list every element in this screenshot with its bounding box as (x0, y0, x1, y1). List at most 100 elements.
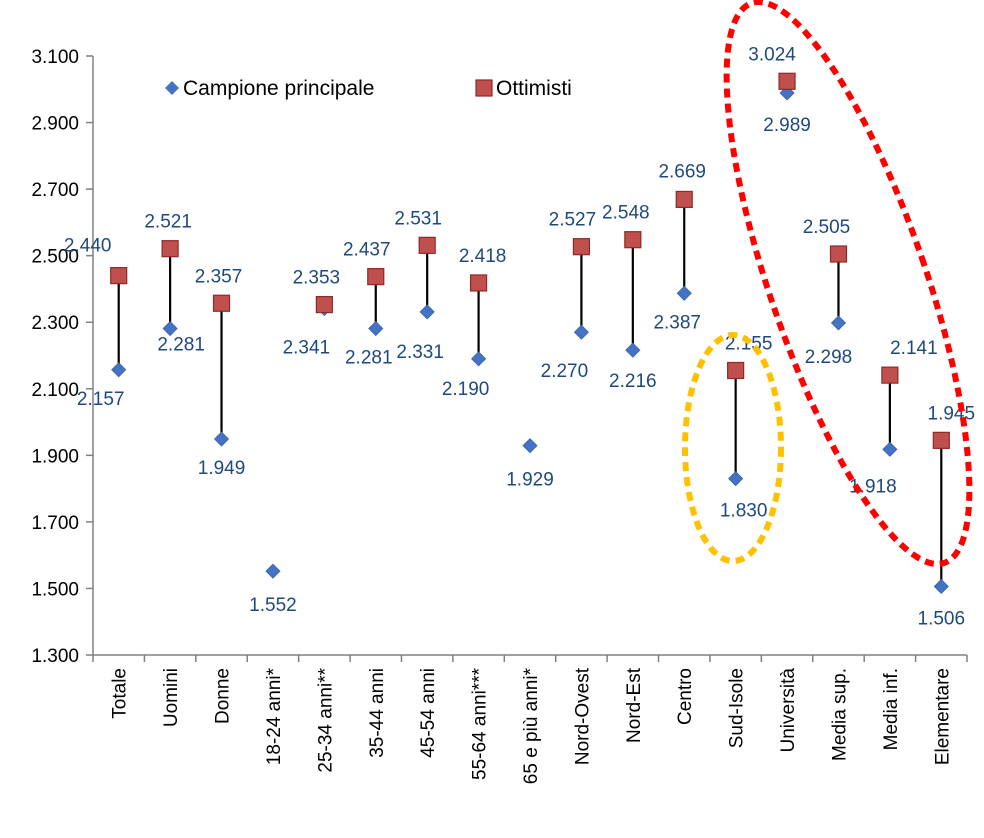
label-ottimisti-centro: 2.669 (658, 161, 706, 182)
point-campione-sud-isole (728, 471, 744, 487)
label-ottimisti-totale: 2.440 (64, 236, 112, 257)
x-axis-ticks: Totale Uomini Donne 18-24 anni* 25-34 anni**… (92, 655, 968, 784)
label-campione-centro: 2.387 (653, 312, 701, 333)
point-campione-totale (111, 362, 127, 378)
x-tick-label-elementare: Elementare (932, 668, 953, 765)
label-ottimisti-uomini: 2.521 (144, 212, 192, 233)
point-ottimisti-nord-est (624, 231, 642, 249)
point-campione-centro (676, 285, 692, 301)
legend-label-ottimisti: Ottimisti (496, 77, 572, 100)
point-campione-18-24-anni (265, 563, 281, 579)
label-ottimisti-25-34-anni: 2.353 (293, 268, 341, 289)
x-tick-label-65-e-pi-anni: 65 e più anni* (521, 667, 542, 784)
label-ottimisti-45-54-anni: 2.531 (394, 208, 442, 229)
connector-lines (117, 81, 943, 587)
x-tick-label-universit: Università (778, 668, 799, 753)
legend-marker-ottimisti (475, 79, 493, 97)
x-tick-label-25-34-anni: 25-34 anni** (315, 667, 336, 772)
label-campione-18-24-anni: 1.552 (249, 595, 297, 616)
label-ottimisti-media-inf: 2.141 (890, 338, 938, 359)
label-campione-universit: 2.989 (763, 115, 811, 136)
x-tick-label-nord-est: Nord-Est (624, 667, 645, 743)
point-ottimisti-elementare (932, 431, 950, 449)
y-tick-label: 2.300 (31, 313, 79, 334)
point-ottimisti-media-sup (829, 245, 848, 263)
y-tick-label: 2.900 (31, 114, 79, 135)
label-campione-donne: 1.949 (198, 458, 246, 479)
label-ottimisti-nord-est: 2.548 (602, 203, 650, 224)
label-ottimisti-media-sup: 2.505 (803, 217, 851, 238)
highlight-ellipse-red (723, 0, 973, 568)
label-campione-25-34-anni: 2.341 (283, 338, 331, 359)
legend-label-campione: Campione principale (183, 77, 374, 100)
x-tick-label-45-54-anni: 45-54 anni (418, 668, 439, 758)
point-campione-55-64-anni (471, 351, 487, 367)
x-tick-label-nord-ovest: Nord-Ovest (572, 667, 593, 765)
label-ottimisti-universit: 3.024 (748, 44, 796, 65)
x-tick-label-totale: Totale (110, 668, 131, 719)
x-tick-label-sud-isole: Sud-Isole (727, 668, 748, 748)
label-ottimisti-55-64-anni: 2.418 (459, 246, 507, 267)
label-ottimisti-35-44-anni: 2.437 (343, 240, 391, 261)
label-campione-uomini: 2.281 (157, 335, 205, 356)
label-campione-45-54-anni: 2.331 (396, 342, 444, 363)
y-tick-label: 1.900 (31, 446, 79, 467)
point-campione-65-e-pi-anni (522, 438, 538, 454)
label-campione-media-inf: 1.918 (849, 476, 897, 497)
point-ottimisti-sud-isole (727, 361, 745, 380)
point-ottimisti-media-inf (881, 366, 899, 384)
y-tick-label: 1.300 (31, 646, 79, 667)
point-campione-uomini (162, 320, 178, 337)
x-tick-label-18-24-anni: 18-24 anni* (264, 667, 285, 765)
data-markers (110, 72, 950, 595)
label-campione-65-e-pi-anni: 1.929 (506, 470, 554, 491)
point-campione-35-44-anni (368, 320, 384, 337)
point-ottimisti-nord-ovest (572, 238, 591, 256)
x-tick-label-centro: Centro (675, 668, 696, 725)
label-campione-55-64-anni: 2.190 (442, 379, 490, 400)
x-tick-label-35-44-anni: 35-44 anni (367, 668, 388, 758)
x-tick-label-55-64-anni: 55-64 anni*** (470, 667, 491, 780)
data-labels: 2.157 2.440 2.281 2.521 1.949 2.357 1.552 2.341… (64, 44, 975, 629)
y-axis-ticks: 1.300 1.500 1.700 1.900 2.100 2.300 2.500 2.700… (31, 47, 93, 667)
axes (92, 56, 967, 656)
point-ottimisti-55-64-anni (469, 274, 488, 292)
label-ottimisti-donne: 2.357 (195, 266, 243, 287)
label-campione-35-44-anni: 2.281 (345, 348, 393, 369)
label-campione-elementare: 1.506 (918, 608, 966, 629)
point-campione-media-inf (882, 441, 898, 457)
y-tick-label: 1.500 (31, 579, 79, 600)
label-campione-media-sup: 2.298 (805, 347, 853, 368)
x-tick-label-media-inf: Media inf. (881, 668, 902, 750)
label-campione-sud-isole: 1.830 (720, 501, 768, 522)
legend: Campione principale Ottimisti (165, 77, 572, 100)
x-tick-label-donne: Donne (213, 668, 234, 724)
label-ottimisti-nord-ovest: 2.527 (549, 210, 597, 231)
point-campione-media-sup (830, 315, 847, 331)
label-campione-nord-ovest: 2.270 (541, 361, 589, 382)
point-ottimisti-35-44-anni (367, 268, 385, 286)
label-campione-totale: 2.157 (77, 389, 125, 410)
point-campione-nord-est (625, 342, 641, 358)
label-ottimisti-elementare: 1.945 (928, 403, 976, 424)
highlight-ellipse-yellow (682, 332, 784, 564)
point-ottimisti-universit (778, 72, 796, 90)
point-ottimisti-45-54-anni (418, 236, 436, 254)
x-tick-label-media-sup: Media sup. (829, 668, 850, 761)
label-campione-nord-est: 2.216 (609, 371, 657, 392)
point-campione-45-54-anni (419, 304, 435, 320)
point-ottimisti-donne (212, 294, 231, 312)
legend-marker-campione (165, 81, 179, 95)
y-tick-label: 2.700 (31, 180, 79, 201)
point-campione-nord-ovest (573, 324, 589, 340)
point-campione-donne (213, 431, 230, 447)
point-ottimisti-uomini (161, 240, 179, 258)
point-ottimisti-centro (675, 190, 693, 209)
y-tick-label: 2.100 (31, 380, 79, 401)
point-campione-elementare (933, 578, 949, 595)
highlight-ellipses (682, 0, 973, 568)
y-tick-label: 1.700 (31, 513, 79, 534)
point-ottimisti-totale (110, 267, 128, 285)
point-ottimisti-25-34-anni (315, 295, 333, 314)
